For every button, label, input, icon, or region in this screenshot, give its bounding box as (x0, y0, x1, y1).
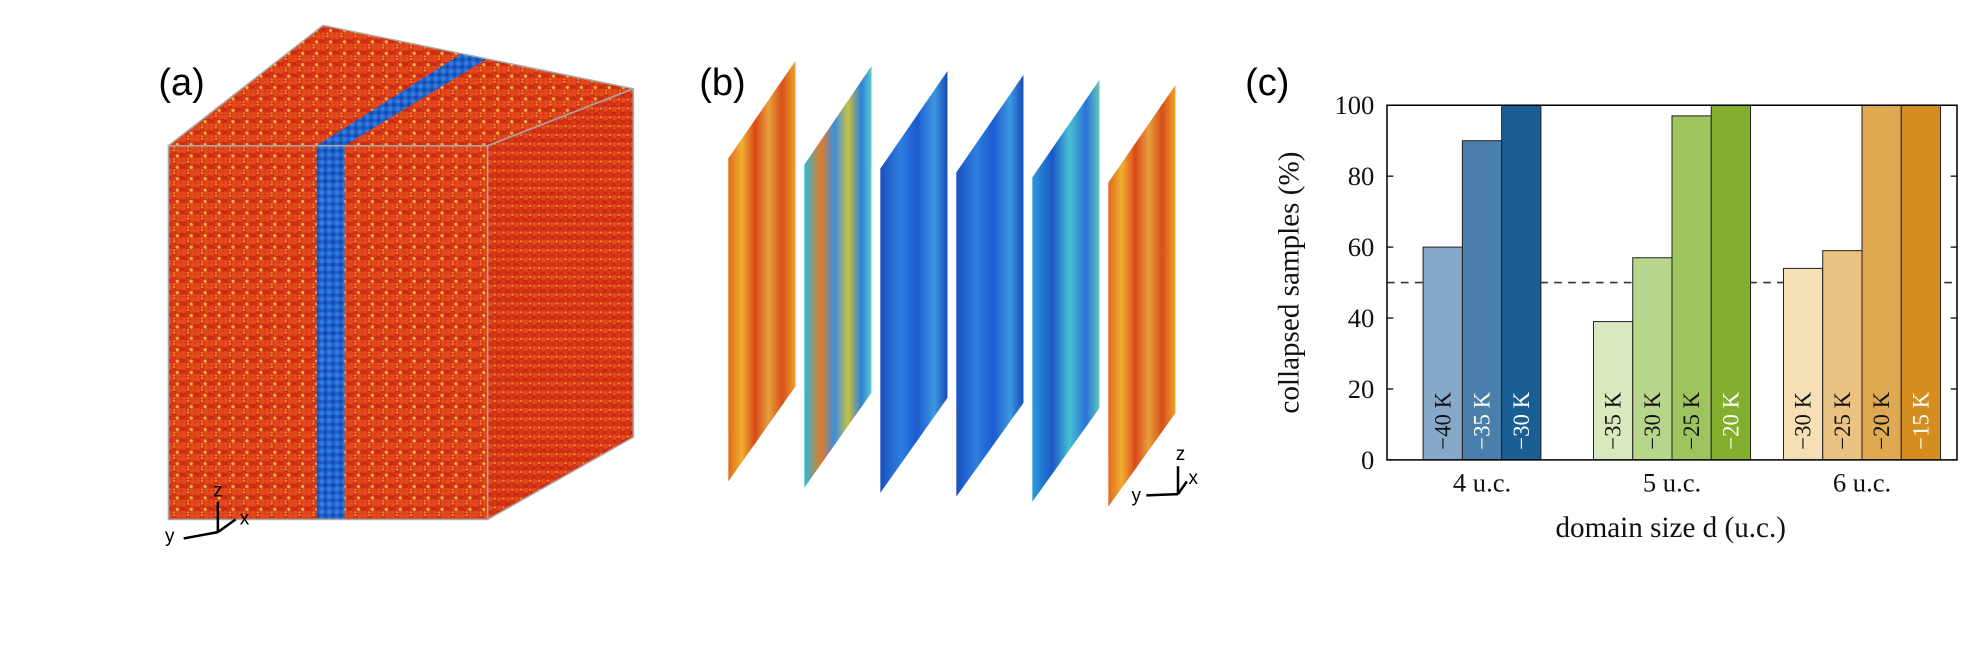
x-axis-title: domain size d (u.c.) (1555, 512, 1785, 544)
bar-label: −25 K (1679, 391, 1704, 449)
bar-label: −25 K (1830, 391, 1855, 449)
bar (1671, 115, 1712, 461)
bar (1710, 104, 1752, 461)
slab (804, 65, 872, 488)
bar (1900, 104, 1942, 461)
axis-arrow (1176, 480, 1188, 495)
bar (1782, 267, 1824, 461)
triad-label: y (1131, 486, 1141, 507)
bar (1422, 246, 1463, 461)
bar (1632, 257, 1673, 461)
slab (1108, 84, 1176, 507)
bar-label: −20 K (1719, 391, 1744, 449)
bar-label: −35 K (1470, 391, 1495, 449)
x-tick-label: 6 u.c. (1833, 468, 1891, 498)
cube-side (487, 88, 634, 520)
bar-label: −40 K (1430, 391, 1455, 449)
bar (1592, 321, 1634, 461)
slab (728, 60, 796, 482)
triad-label: y (165, 526, 175, 547)
cube-render: z y x (165, 24, 635, 547)
bar (1501, 104, 1542, 461)
triad-label: z (1176, 444, 1186, 465)
plot-frame (1386, 104, 1958, 461)
axis-arrow (183, 530, 219, 540)
bar (1822, 250, 1863, 461)
slab (956, 74, 1024, 497)
slab (1032, 79, 1100, 502)
y-tick-label: 60 (1348, 232, 1375, 262)
triad-label: x (1188, 468, 1198, 489)
bar (1861, 104, 1902, 461)
bar-label: −30 K (1509, 391, 1534, 449)
slabs-render: z y x (728, 60, 1198, 507)
y-axis-title: collapsed samples (%) (1273, 152, 1305, 414)
blue-stripe-front (316, 145, 345, 520)
x-tick-label: 4 u.c. (1453, 468, 1511, 498)
bar-label: −30 K (1791, 391, 1816, 449)
y-tick-label: 100 (1334, 90, 1374, 120)
panel-label: (c) (1245, 62, 1289, 104)
panel-label: (b) (699, 62, 745, 104)
y-tick-label: 0 (1361, 445, 1374, 475)
bar-label: −35 K (1601, 391, 1626, 449)
y-tick-label: 80 (1348, 161, 1375, 191)
slab (880, 71, 948, 493)
triad-label: z (213, 481, 223, 502)
y-tick-label: 20 (1348, 374, 1375, 404)
bar-label: −30 K (1640, 391, 1665, 449)
panel-label: (a) (158, 62, 204, 104)
bar-label: −15 K (1909, 391, 1934, 449)
triad-label: x (240, 508, 250, 529)
x-tick-label: 5 u.c. (1643, 468, 1701, 498)
bar-label: −20 K (1869, 391, 1894, 449)
blue-stripe-top (316, 53, 488, 146)
axis-arrow (1146, 492, 1179, 497)
axis-arrow (217, 518, 237, 534)
y-tick-label: 40 (1348, 303, 1375, 333)
